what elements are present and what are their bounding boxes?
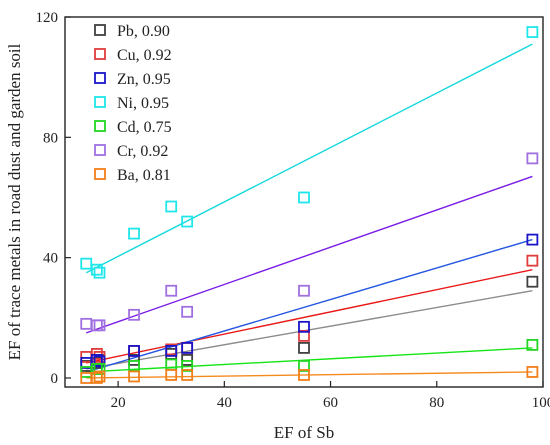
- legend-marker: [94, 24, 106, 36]
- data-point: [128, 308, 140, 321]
- data-point: [181, 341, 194, 354]
- fit-lines: [85, 43, 533, 379]
- y-tick-label: 120: [36, 10, 59, 26]
- fit-line-1: [86, 268, 533, 364]
- y-tick-label: 80: [43, 130, 58, 146]
- legend-label: Ni, 0.95: [117, 95, 169, 112]
- data-point: [80, 257, 93, 270]
- data-point: [298, 320, 310, 333]
- data-point: [181, 354, 194, 366]
- data-point: [128, 227, 140, 240]
- data-points: [80, 26, 539, 384]
- fit-line-4: [86, 347, 533, 373]
- data-point: [526, 152, 539, 165]
- legend-label: Zn, 0.95: [117, 71, 171, 88]
- legend-marker: [94, 168, 106, 180]
- x-tick-label: 20: [111, 395, 126, 411]
- data-point: [181, 305, 194, 318]
- data-point: [90, 372, 103, 384]
- data-point: [165, 200, 178, 213]
- legend-label: Cu, 0.92: [117, 47, 172, 64]
- legend-marker: [94, 120, 106, 132]
- legend-label: Cr, 0.92: [117, 143, 168, 160]
- data-point: [93, 319, 106, 332]
- x-tick-label: 60: [323, 395, 338, 411]
- x-axis-label: EF of Sb: [274, 423, 334, 442]
- legend-label: Ba, 0.81: [117, 167, 171, 184]
- legend-marker: [94, 144, 106, 156]
- fit-line-2: [86, 238, 533, 373]
- data-point: [165, 284, 178, 297]
- data-point: [93, 266, 106, 279]
- data-point: [526, 233, 539, 246]
- legend: Pb, 0.90 Cu, 0.92 Zn, 0.95 Ni, 0.95 Cd, 0.75…: [94, 23, 172, 184]
- data-point: [526, 26, 539, 38]
- plot-frame: [64, 16, 544, 388]
- legend-marker: [94, 96, 106, 108]
- data-point: [128, 345, 140, 357]
- data-point: [128, 354, 140, 366]
- data-point: [165, 345, 178, 357]
- data-point: [93, 370, 106, 383]
- legend-marker: [94, 48, 106, 60]
- data-point: [298, 191, 310, 204]
- data-point: [298, 369, 310, 381]
- y-tick-label: 0: [51, 371, 59, 387]
- data-point: [181, 360, 194, 372]
- legend-label: Cd, 0.75: [117, 119, 172, 136]
- data-point: [80, 317, 93, 330]
- data-point: [298, 284, 310, 297]
- data-point: [90, 348, 103, 360]
- data-point: [165, 369, 178, 381]
- data-point: [90, 263, 103, 276]
- data-point: [298, 360, 310, 372]
- y-axis-label: EF of trace metals in road dust and gard…: [5, 43, 24, 360]
- legend-label: Pb, 0.90: [117, 23, 170, 40]
- legend-marker: [94, 72, 106, 84]
- data-point: [526, 366, 539, 378]
- x-tick-label: 100: [532, 395, 550, 411]
- data-point: [93, 363, 106, 375]
- fit-line-3: [85, 43, 533, 274]
- fit-line-5: [86, 175, 533, 334]
- data-point: [90, 354, 103, 366]
- data-point: [526, 275, 539, 288]
- data-point: [128, 370, 140, 383]
- data-point: [93, 355, 106, 368]
- x-tick-label: 80: [429, 395, 444, 411]
- axes: 20 40 60 80 100 0 40 80 120: [36, 10, 550, 411]
- data-point: [298, 341, 310, 354]
- data-point: [298, 329, 310, 342]
- data-point: [526, 338, 539, 351]
- data-point: [181, 369, 194, 381]
- y-tick-label: 40: [43, 251, 58, 267]
- x-tick-label: 40: [217, 395, 232, 411]
- data-point: [526, 254, 539, 267]
- data-point: [181, 215, 194, 228]
